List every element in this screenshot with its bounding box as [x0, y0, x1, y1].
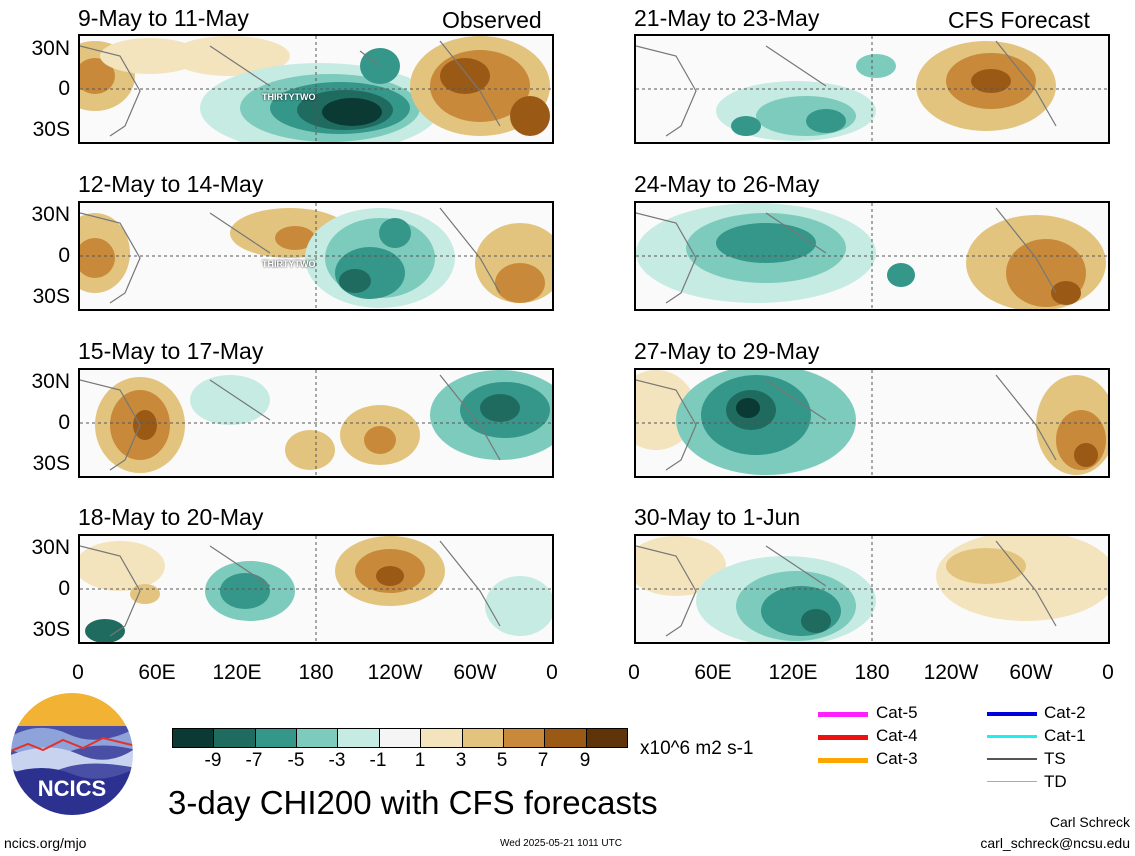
- colorbar: [172, 728, 628, 748]
- map-panel-2: THIRTYTWO: [78, 201, 554, 311]
- cat-1-swatch: [987, 735, 1037, 738]
- colorbar-segment: [378, 729, 421, 747]
- anomaly-map-4: [80, 536, 552, 642]
- lon-label: 60E: [694, 661, 732, 684]
- colorbar-tick: 1: [414, 750, 426, 771]
- colorbar-tick: -9: [204, 750, 222, 771]
- footer-author: Carl Schreck: [1049, 814, 1130, 830]
- footer-timestamp: Wed 2025-05-21 1011 UTC: [500, 838, 622, 849]
- lat-label-eq: 0: [58, 411, 70, 434]
- colorbar-segment: [213, 729, 255, 747]
- ts-label: TS: [1044, 749, 1066, 768]
- colorbar-segment: [296, 729, 338, 747]
- lon-label: 180: [298, 661, 334, 684]
- colorbar-segment: [502, 729, 545, 747]
- logo-text: NCICS: [38, 776, 106, 801]
- panel-6-title: 24-May to 26-May: [634, 171, 820, 197]
- cat-5-swatch: [818, 712, 868, 717]
- colorbar-segment: [173, 729, 214, 747]
- panel-7-title: 27-May to 29-May: [634, 338, 820, 364]
- colorbar-segment: [544, 729, 586, 747]
- lat-label-eq: 0: [58, 77, 70, 100]
- map-panel-6: [634, 201, 1110, 311]
- lon-label: 60E: [138, 661, 176, 684]
- map-panel-8: [634, 534, 1110, 644]
- storm-label: THIRTYTWO: [262, 259, 316, 269]
- ncics-logo-icon: NCICS: [9, 691, 135, 817]
- colorbar-tick: 5: [496, 750, 508, 771]
- panel-1-title: 9-May to 11-May: [78, 5, 249, 31]
- map-panel-5: [634, 34, 1110, 144]
- lat-label-30n: 30N: [31, 370, 70, 393]
- colorbar-segment: [254, 729, 297, 747]
- colorbar-units: x10^6 m2 s-1: [640, 738, 754, 759]
- map-panel-1: THIRTYTWO: [78, 34, 554, 144]
- lat-label-30s: 30S: [32, 452, 70, 475]
- ncics-logo: NCICS: [8, 690, 136, 818]
- panel-3-title: 15-May to 17-May: [78, 338, 264, 364]
- map-panel-4: [78, 534, 554, 644]
- anomaly-map-6: [636, 203, 1108, 309]
- footer-email[interactable]: carl_schreck@ncsu.edu: [980, 835, 1130, 851]
- lat-label-30s: 30S: [32, 118, 70, 141]
- lon-label: 0: [72, 661, 84, 684]
- cat-4-label: Cat-4: [876, 726, 918, 745]
- lat-label-30n: 30N: [31, 203, 70, 226]
- lon-label: 120W: [923, 661, 979, 684]
- cat-2-label: Cat-2: [1044, 703, 1086, 722]
- anomaly-map-8: [636, 536, 1108, 642]
- lon-label: 180: [854, 661, 890, 684]
- footer-url[interactable]: ncics.org/mjo: [4, 835, 87, 851]
- td-label: TD: [1044, 772, 1067, 791]
- lon-label: 120E: [212, 661, 262, 684]
- cat-5-label: Cat-5: [876, 703, 918, 722]
- cat-2-swatch: [987, 712, 1037, 716]
- panel-2-title: 12-May to 14-May: [78, 171, 264, 197]
- colorbar-segment: [461, 729, 503, 747]
- colorbar-tick: -7: [245, 750, 263, 771]
- lat-label-30s: 30S: [32, 618, 70, 641]
- colorbar-segment: [337, 729, 379, 747]
- anomaly-map-7: [636, 370, 1108, 476]
- colorbar-tick: -1: [369, 750, 387, 771]
- anomaly-map-3: [80, 370, 552, 476]
- cat-3-swatch: [818, 758, 868, 763]
- ts-swatch: [987, 758, 1037, 760]
- map-panel-7: [634, 368, 1110, 478]
- cfs-forecast-label: CFS Forecast: [948, 7, 1090, 33]
- lon-label: 0: [546, 661, 558, 684]
- lat-label-30n: 30N: [31, 37, 70, 60]
- colorbar-tick: 7: [537, 750, 549, 771]
- anomaly-map-5: [636, 36, 1108, 142]
- lon-label: 120W: [367, 661, 423, 684]
- observed-label: Observed: [442, 7, 542, 33]
- storm-label: THIRTYTWO: [262, 92, 316, 102]
- main-title: 3-day CHI200 with CFS forecasts: [168, 784, 658, 821]
- colorbar-segment: [420, 729, 462, 747]
- anomaly-map-2: [80, 203, 552, 309]
- lat-label-eq: 0: [58, 577, 70, 600]
- lon-label: 120E: [768, 661, 818, 684]
- cat-1-label: Cat-1: [1044, 726, 1086, 745]
- lon-label: 0: [1102, 661, 1114, 684]
- cat-3-label: Cat-3: [876, 749, 918, 768]
- lat-label-eq: 0: [58, 244, 70, 267]
- cat-4-swatch: [818, 735, 868, 740]
- colorbar-tick: 3: [455, 750, 467, 771]
- anomaly-map-1: [80, 36, 552, 142]
- panel-5-title: 21-May to 23-May: [634, 5, 820, 31]
- panel-4-title: 18-May to 20-May: [78, 504, 264, 530]
- map-panel-3: [78, 368, 554, 478]
- lat-label-30s: 30S: [32, 285, 70, 308]
- panel-8-title: 30-May to 1-Jun: [634, 504, 801, 530]
- colorbar-tick: 9: [579, 750, 591, 771]
- colorbar-tick: -5: [287, 750, 305, 771]
- td-swatch: [987, 781, 1037, 782]
- colorbar-tick: -3: [328, 750, 346, 771]
- lon-label: 0: [628, 661, 640, 684]
- lon-label: 60W: [1009, 661, 1053, 684]
- colorbar-segment: [585, 729, 627, 747]
- lon-label: 60W: [453, 661, 497, 684]
- lat-label-30n: 30N: [31, 536, 70, 559]
